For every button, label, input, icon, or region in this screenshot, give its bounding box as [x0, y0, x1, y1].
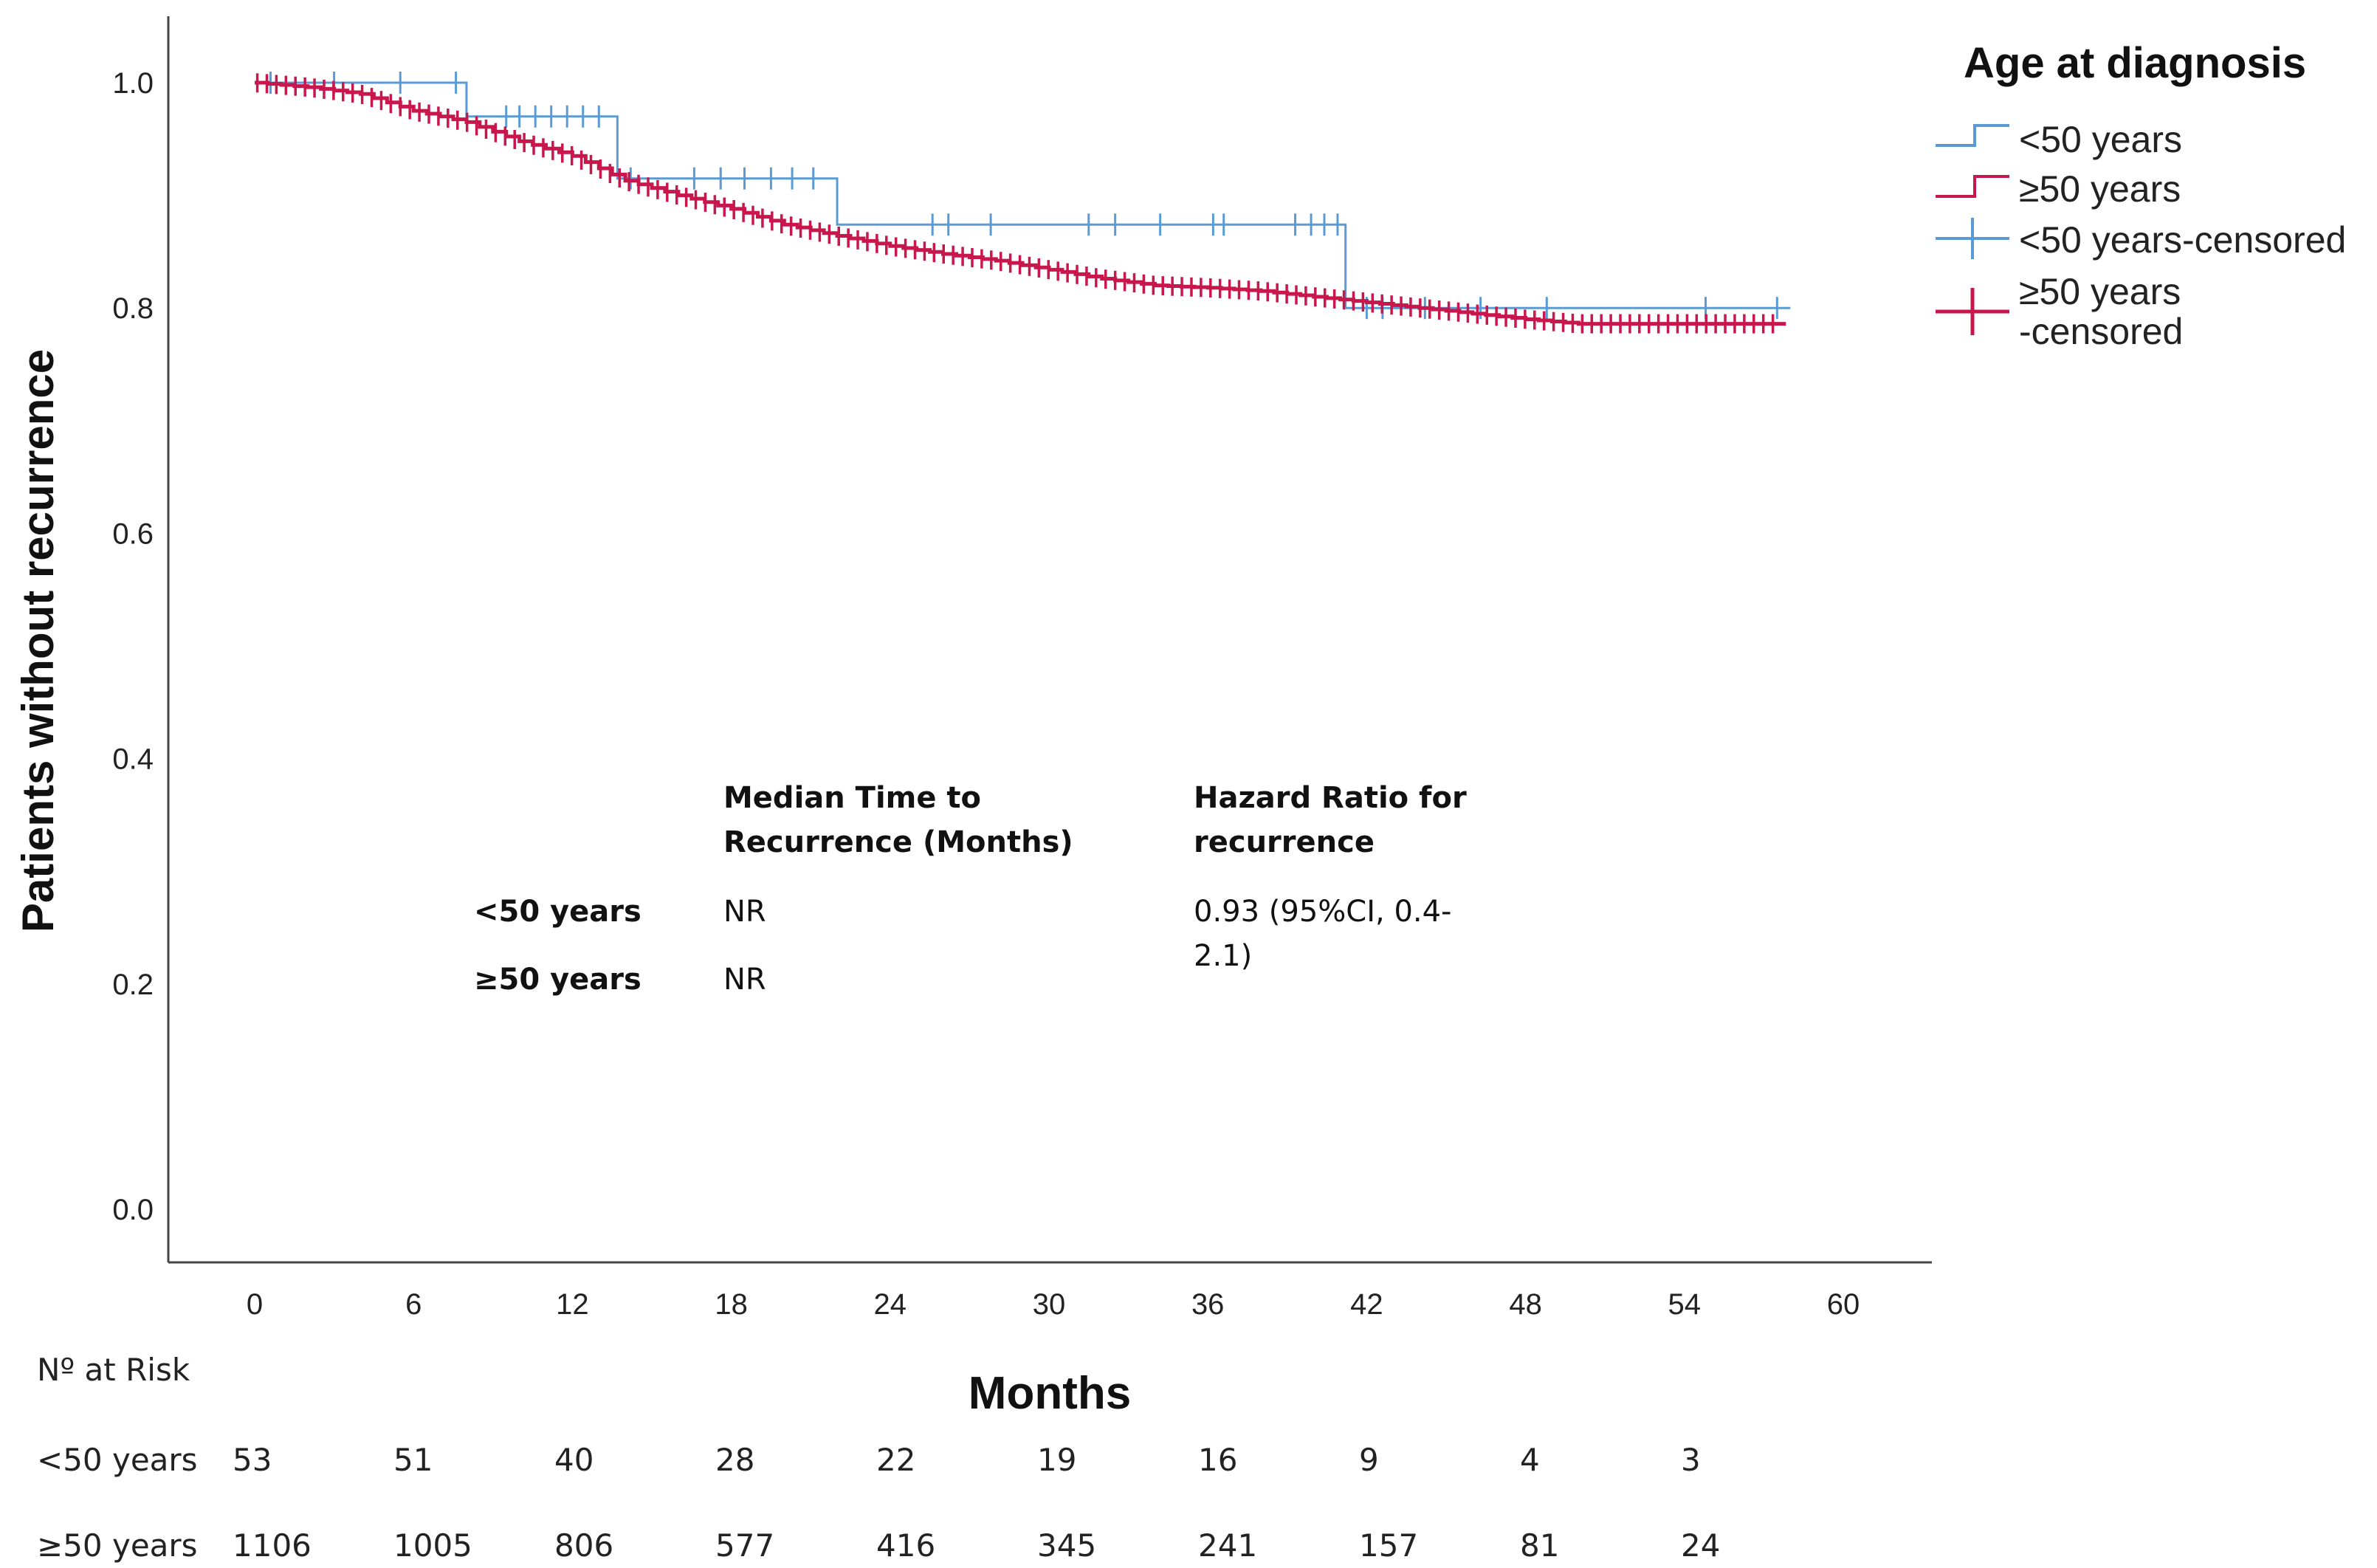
y-axis-title: Patients without recurrence: [13, 349, 63, 932]
legend: Age at diagnosis <50 years ≥50 years <50…: [1936, 39, 2346, 352]
x-tick-label-36: 36: [1191, 1288, 1225, 1321]
risk-table-title: Nº at Risk: [37, 1352, 190, 1388]
legend-label-over-50-censored: ≥50 years -censored: [2019, 271, 2183, 352]
risk-value-over-50-4: 416: [876, 1527, 935, 1564]
annotation-median-over-50: NR: [723, 963, 766, 997]
x-tick-labels: 0 6 12 18 24 30 36 42 48 54 60: [247, 1288, 1860, 1321]
risk-value-over-50-5: 345: [1037, 1527, 1096, 1564]
annotation-group-over-50: ≥50 years: [474, 963, 641, 997]
survival-curves: [255, 72, 1791, 334]
risk-value-over-50-8: 81: [1520, 1527, 1559, 1564]
series-over-50-censor-marks: [255, 73, 1775, 334]
y-tick-label-0.6: 0.6: [112, 517, 154, 550]
x-tick-label-48: 48: [1509, 1288, 1542, 1321]
x-axis-title: Months: [969, 1368, 1131, 1419]
risk-value-under-50-8: 4: [1520, 1442, 1540, 1478]
median-header-line1: Median Time to: [723, 781, 981, 815]
risk-value-under-50-6: 16: [1198, 1442, 1237, 1478]
y-tick-label-0.2: 0.2: [112, 969, 154, 1001]
x-tick-label-42: 42: [1350, 1288, 1383, 1321]
x-tick-label-24: 24: [874, 1288, 907, 1321]
y-tick-label-0.0: 0.0: [112, 1194, 154, 1226]
legend-swatch-under-50: [1936, 124, 2009, 147]
risk-value-over-50-1: 1005: [393, 1527, 472, 1564]
risk-value-under-50-5: 19: [1037, 1442, 1076, 1478]
legend-entry-over-50: ≥50 years: [1936, 168, 2181, 210]
x-tick-label-60: 60: [1827, 1288, 1860, 1321]
legend-swatch-under-50-censored: [1936, 218, 2009, 259]
y-tick-label-0.8: 0.8: [112, 292, 154, 325]
x-tick-label-12: 12: [556, 1288, 589, 1321]
risk-value-under-50-0: 53: [233, 1442, 272, 1478]
series-under-50-line: [255, 81, 1791, 309]
median-header-line2: Recurrence (Months): [723, 825, 1073, 859]
annotation-median-under-50: NR: [723, 895, 766, 929]
x-tick-label-54: 54: [1668, 1288, 1702, 1321]
x-tick-label-0: 0: [247, 1288, 263, 1321]
legend-title: Age at diagnosis: [1964, 39, 2306, 87]
risk-table: Nº at Risk <50 years ≥50 years 53 51 40 28 2…: [37, 1352, 1720, 1564]
y-tick-label-1.0: 1.0: [112, 67, 154, 100]
risk-value-under-50-3: 28: [715, 1442, 754, 1478]
risk-value-over-50-6: 241: [1198, 1527, 1257, 1564]
risk-value-over-50-2: 806: [554, 1527, 613, 1564]
annotation-hr-line2: 2.1): [1194, 939, 1252, 973]
legend-entry-under-50: <50 years: [1936, 119, 2182, 160]
annotation-table: Median Time to Recurrence (Months) Hazar…: [474, 781, 1467, 997]
risk-value-under-50-7: 9: [1359, 1442, 1379, 1478]
axes: [167, 16, 1932, 1264]
risk-value-under-50-4: 22: [876, 1442, 915, 1478]
y-tick-labels: 0.0 0.2 0.4 0.6 0.8 1.0: [112, 67, 154, 1226]
risk-value-under-50-2: 40: [554, 1442, 594, 1478]
annotation-group-under-50: <50 years: [474, 895, 641, 929]
hr-header-line2: recurrence: [1194, 825, 1375, 859]
risk-group-label-under-50: <50 years: [37, 1442, 198, 1478]
risk-value-under-50-1: 51: [393, 1442, 433, 1478]
legend-entry-under-50-censored: <50 years-censored: [1936, 218, 2346, 261]
legend-swatch-over-50: [1936, 175, 2009, 198]
legend-label-under-50: <50 years: [2019, 119, 2182, 160]
hr-header-line1: Hazard Ratio for: [1194, 781, 1467, 815]
annotation-hr-line1: 0.93 (95%CI, 0.4-: [1194, 895, 1452, 929]
x-tick-label-6: 6: [405, 1288, 422, 1321]
risk-value-under-50-9: 3: [1681, 1442, 1701, 1478]
risk-value-over-50-9: 24: [1681, 1527, 1720, 1564]
risk-value-over-50-7: 157: [1359, 1527, 1418, 1564]
legend-swatch-over-50-censored: [1936, 288, 2009, 335]
legend-entry-over-50-censored: ≥50 years -censored: [1936, 271, 2183, 352]
series-under-50-censor-marks: [269, 72, 1778, 320]
risk-group-label-over-50: ≥50 years: [37, 1527, 198, 1564]
legend-label-under-50-censored: <50 years-censored: [2019, 219, 2346, 261]
y-tick-label-0.4: 0.4: [112, 743, 154, 776]
legend-label-over-50: ≥50 years: [2019, 168, 2181, 210]
x-tick-label-30: 30: [1033, 1288, 1066, 1321]
series-over-50-line: [255, 80, 1786, 326]
risk-value-over-50-0: 1106: [233, 1527, 312, 1564]
x-tick-label-18: 18: [715, 1288, 748, 1321]
risk-value-over-50-3: 577: [715, 1527, 774, 1564]
